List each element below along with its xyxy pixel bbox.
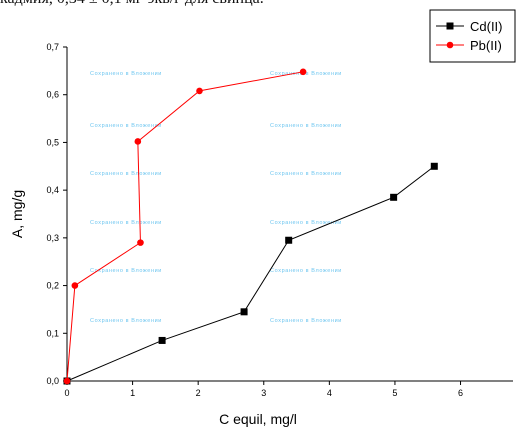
data-point-pb bbox=[137, 239, 144, 246]
x-tick-label: 1 bbox=[130, 388, 135, 398]
x-tick-label: 0 bbox=[64, 388, 69, 398]
legend-box bbox=[429, 9, 516, 63]
data-point-cd bbox=[240, 308, 248, 316]
legend-label: Pb(II) bbox=[470, 38, 502, 53]
data-point-pb bbox=[299, 68, 307, 76]
plot-area bbox=[63, 68, 438, 385]
watermark-text: Coxpaнeнo в Bложeнии bbox=[270, 171, 342, 177]
watermark-text: Coxpaнeнo в Bложeнии bbox=[90, 268, 162, 274]
y-axis-label: A, mg/g bbox=[9, 190, 25, 238]
caption-text: кадмия, 0,34 ± 0,1 мг-экв/г для свинца. bbox=[0, 0, 264, 8]
data-point-pb bbox=[71, 282, 79, 289]
x-tick-label: 5 bbox=[392, 388, 397, 398]
series-line-cd bbox=[66, 165, 435, 382]
y-ticks: 0,0 0,1 0,2 0,3 0,4 0,5 0,6 0,7 bbox=[46, 42, 67, 386]
legend-marker-square bbox=[446, 22, 454, 30]
legend-label: Cd(II) bbox=[470, 19, 503, 34]
legend: Cd(II) Pb(II) bbox=[429, 9, 516, 63]
x-axis-label: C equil, mg/l bbox=[219, 411, 297, 427]
x-tick-label: 4 bbox=[327, 388, 332, 398]
y-tick-label: 0,5 bbox=[46, 137, 59, 147]
watermark-text: Coxpaнeнo в Bложeнии bbox=[90, 71, 162, 77]
y-tick-label: 0,4 bbox=[46, 185, 59, 195]
watermark-group: Coxpaнeнo в Bложeнии Coxpaнeнo в Bложeнии… bbox=[90, 71, 342, 324]
series-line-pb bbox=[66, 71, 304, 382]
watermark-text: Coxpaнeнo в Bложeнии bbox=[270, 71, 342, 77]
x-tick-label: 6 bbox=[458, 388, 463, 398]
y-tick-label: 0,0 bbox=[46, 376, 59, 386]
y-tick-label: 0,7 bbox=[46, 42, 59, 52]
y-tick-label: 0,3 bbox=[46, 233, 59, 243]
x-ticks: 0 1 2 3 4 5 6 bbox=[64, 381, 463, 398]
legend-marker-circle bbox=[446, 41, 454, 49]
watermark-text: Coxpaнeнo в Bложeнии bbox=[90, 123, 162, 129]
data-point-pb bbox=[63, 377, 71, 385]
watermark-text: Coxpaнeнo в Bложeнии bbox=[90, 318, 162, 324]
axes: 0,0 0,1 0,2 0,3 0,4 0,5 0,6 0,7 0 1 2 3 4 5 6 A, mg/g… bbox=[9, 42, 513, 427]
y-tick-label: 0,6 bbox=[46, 90, 59, 100]
x-tick-label: 2 bbox=[196, 388, 201, 398]
watermark-text: Coxpaнeнo в Bложeнии bbox=[270, 123, 342, 129]
watermark-text: Coxpaнeнo в Bложeнии bbox=[90, 171, 162, 177]
watermark-text: Coxpaнeнo в Bложeнии bbox=[270, 268, 342, 274]
watermark-text: Coxpaнeнo в Bложeнии bbox=[270, 318, 342, 324]
data-point-cd bbox=[158, 336, 166, 344]
data-point-cd bbox=[285, 236, 293, 244]
y-tick-label: 0,1 bbox=[46, 328, 59, 338]
data-point-pb bbox=[134, 138, 142, 145]
watermark-text: Coxpaнeнo в Bложeнии bbox=[90, 220, 162, 226]
watermark-text: Coxpaнeнo в Bложeнии bbox=[270, 220, 342, 226]
data-point-pb bbox=[196, 87, 203, 95]
x-tick-label: 3 bbox=[261, 388, 266, 398]
y-tick-label: 0,2 bbox=[46, 281, 59, 291]
data-point-cd bbox=[430, 162, 438, 170]
data-point-cd bbox=[390, 193, 398, 201]
